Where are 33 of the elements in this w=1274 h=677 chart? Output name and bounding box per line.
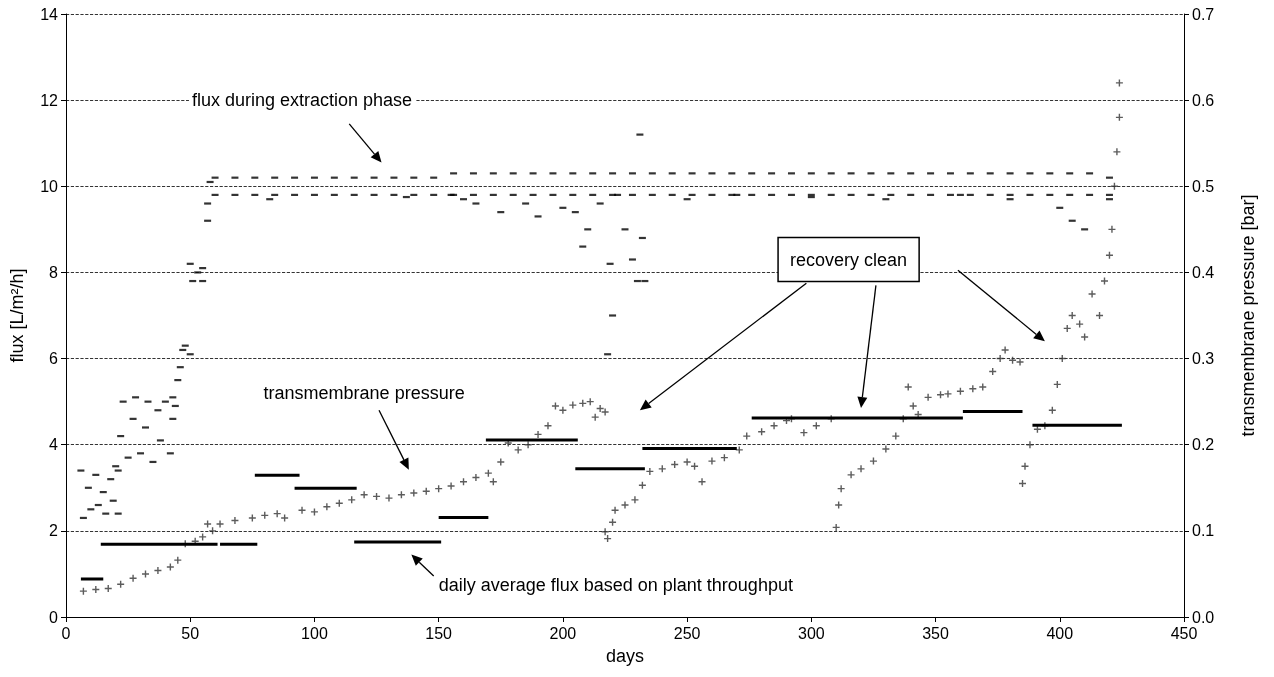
y2-tick-label: 0.3 xyxy=(1192,350,1215,368)
x-tick-label: 450 xyxy=(1170,624,1198,642)
y-tick-label: 2 xyxy=(49,522,59,540)
y-tick-label: 10 xyxy=(40,177,59,195)
annotation: transmembrane pressure xyxy=(263,383,465,404)
x-tick-label: 150 xyxy=(425,624,453,642)
x-tick-label: 350 xyxy=(922,624,949,642)
y-tick-label: 6 xyxy=(49,350,59,368)
y-tick-label: 12 xyxy=(40,91,59,109)
y-tick-label: 0 xyxy=(49,608,59,626)
y2-tick-label: 0.6 xyxy=(1192,91,1215,109)
annotation: recovery clean xyxy=(790,249,908,270)
annotation: flux during extraction phase xyxy=(191,90,413,111)
x-tick-label: 0 xyxy=(61,624,71,642)
y2-tick-label: 0.1 xyxy=(1192,522,1215,540)
y-tick-label: 14 xyxy=(40,5,59,23)
y-tick-label: 8 xyxy=(49,263,59,281)
x-tick-label: 50 xyxy=(181,624,200,642)
y-axis-title: flux [L/m²/h] xyxy=(7,268,27,363)
y2-tick-label: 0.5 xyxy=(1192,177,1215,195)
y2-tick-label: 0.4 xyxy=(1192,263,1215,281)
x-tick-label: 200 xyxy=(549,624,577,642)
annotation: daily average flux based on plant throughput xyxy=(438,574,793,595)
x-axis-title: days xyxy=(605,646,645,666)
x-tick-label: 250 xyxy=(673,624,701,642)
x-tick-label: 400 xyxy=(1046,624,1074,642)
x-tick-label: 300 xyxy=(797,624,825,642)
x-tick-label: 100 xyxy=(301,624,328,642)
y2-tick-label: 0.0 xyxy=(1192,608,1215,626)
y-tick-label: 4 xyxy=(49,436,59,454)
y2-tick-label: 0.7 xyxy=(1192,5,1215,23)
y2-tick-label: 0.2 xyxy=(1192,436,1215,454)
y2-axis-title: transmembrane pressure [bar] xyxy=(1238,194,1258,437)
